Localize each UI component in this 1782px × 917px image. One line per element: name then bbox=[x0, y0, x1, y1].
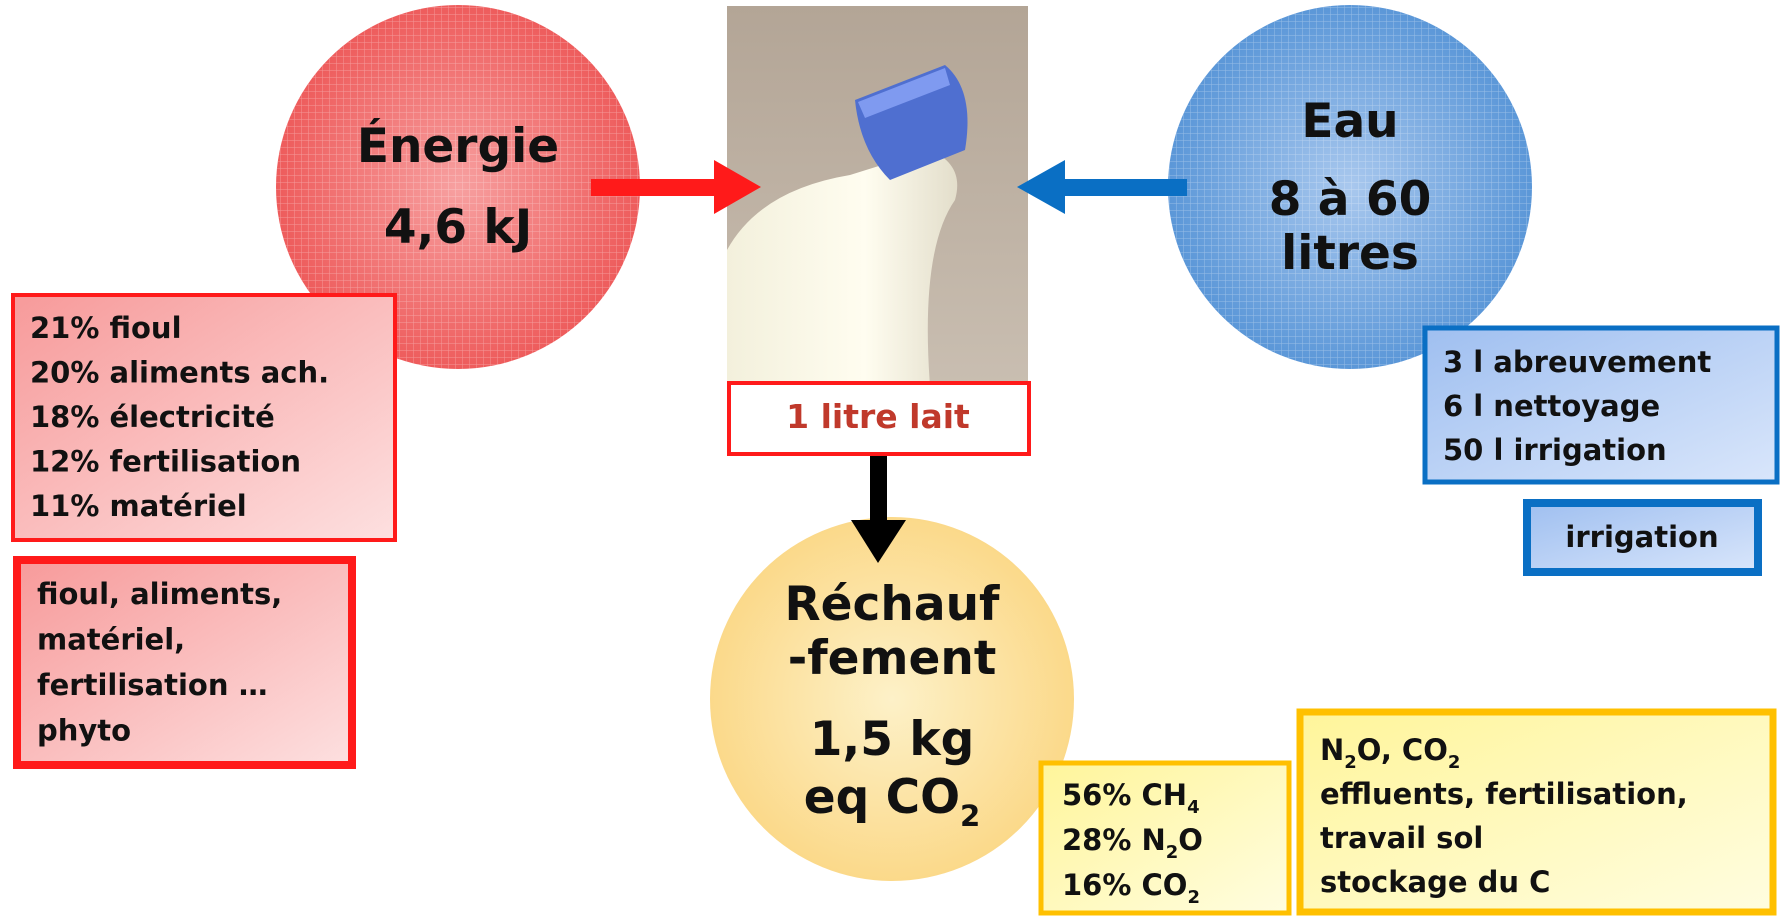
warming-source-item: effluents, fertilisation, bbox=[1320, 777, 1688, 811]
water-title: Eau bbox=[1301, 94, 1398, 149]
warming-source-item: stockage du C bbox=[1320, 865, 1550, 899]
text-part: N bbox=[1320, 733, 1344, 767]
product-label: 1 litre lait bbox=[786, 397, 970, 436]
subscript: 2 bbox=[1448, 752, 1461, 773]
energy-breakdown-item: 12% fertilisation bbox=[30, 445, 301, 479]
warming-circle bbox=[710, 517, 1074, 881]
water-breakdown-item: 3 l abreuvement bbox=[1443, 345, 1711, 379]
page: { "energy": { "title": "Énergie", "value… bbox=[0, 0, 1782, 917]
energy-source-item: fioul, aliments, bbox=[37, 577, 282, 611]
warming-source-item: travail sol bbox=[1320, 821, 1483, 855]
subscript: 2 bbox=[960, 799, 980, 833]
diagram: Énergie 4,6 kJ 21% fioul 20% aliments ach. 1… bbox=[0, 0, 1782, 917]
warming-title-line: Réchauf bbox=[784, 577, 1000, 632]
energy-source-item: matériel, bbox=[37, 623, 185, 657]
water-breakdown-item: 6 l nettoyage bbox=[1443, 389, 1660, 423]
water-arrow bbox=[1017, 160, 1187, 214]
text-part: travail sol bbox=[1320, 821, 1483, 855]
text-part: stockage du C bbox=[1320, 865, 1550, 899]
energy-source-item: fertilisation … bbox=[37, 668, 268, 702]
subscript: 2 bbox=[1187, 887, 1200, 908]
water-value-line: litres bbox=[1281, 226, 1419, 281]
energy-source-item: phyto bbox=[37, 714, 131, 748]
text-part: effluents, fertilisation, bbox=[1320, 777, 1688, 811]
bottle-photo bbox=[727, 6, 1028, 386]
warming-title-line: -fement bbox=[788, 631, 997, 686]
energy-breakdown-item: 21% fioul bbox=[30, 311, 182, 345]
energy-title: Énergie bbox=[357, 119, 559, 174]
subscript: 2 bbox=[1344, 752, 1357, 773]
energy-breakdown-item: 11% matériel bbox=[30, 489, 247, 523]
energy-breakdown-item: 20% aliments ach. bbox=[30, 356, 329, 390]
text-part: O bbox=[1178, 823, 1203, 857]
warming-value-line: eq CO2 bbox=[804, 770, 981, 833]
energy-breakdown-item: 18% électricité bbox=[30, 400, 275, 434]
energy-value: 4,6 kJ bbox=[384, 200, 532, 255]
subscript: 2 bbox=[1166, 842, 1179, 863]
water-source-item: irrigation bbox=[1565, 520, 1718, 554]
text-part: 1,5 kg bbox=[810, 712, 975, 767]
water-value-line: 8 à 60 bbox=[1269, 172, 1432, 227]
subscript: 4 bbox=[1187, 797, 1200, 818]
text-part: 16% CO bbox=[1062, 868, 1187, 902]
text-part: eq CO bbox=[804, 770, 960, 825]
text-part: 56% CH bbox=[1062, 778, 1187, 812]
water-breakdown-item: 50 l irrigation bbox=[1443, 433, 1667, 467]
text-part: O, CO bbox=[1357, 733, 1448, 767]
text-part: 28% N bbox=[1062, 823, 1166, 857]
warming-value-line: 1,5 kg bbox=[810, 712, 975, 767]
